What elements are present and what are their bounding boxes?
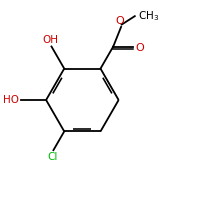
Text: OH: OH bbox=[43, 35, 59, 45]
Text: O: O bbox=[116, 16, 124, 26]
Text: O: O bbox=[135, 43, 144, 53]
Text: CH$_3$: CH$_3$ bbox=[138, 9, 159, 23]
Text: HO: HO bbox=[3, 95, 19, 105]
Text: Cl: Cl bbox=[47, 152, 58, 162]
